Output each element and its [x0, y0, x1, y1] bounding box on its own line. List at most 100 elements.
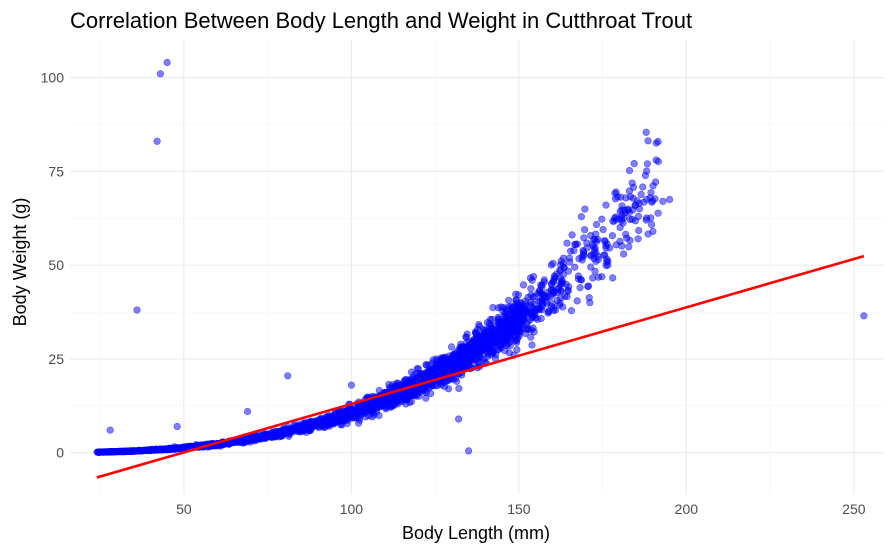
- data-point: [324, 419, 332, 427]
- data-point: [637, 190, 645, 198]
- x-axis-ticks: 50 100 150 200 250: [176, 501, 866, 517]
- data-point: [630, 160, 638, 168]
- data-point: [544, 309, 552, 317]
- data-point: [616, 223, 624, 232]
- data-point: [571, 240, 579, 248]
- data-point: [483, 319, 492, 327]
- data-point: [487, 345, 495, 353]
- data-point: [626, 236, 634, 244]
- data-point: [608, 232, 617, 240]
- data-point: [521, 329, 530, 338]
- data-point: [179, 444, 187, 452]
- y-axis-ticks: 0 25 50 75 100: [41, 70, 65, 461]
- data-point: [587, 231, 595, 240]
- data-point: [540, 276, 548, 284]
- data-point: [583, 239, 591, 247]
- x-axis-label: Body Length (mm): [402, 523, 550, 543]
- data-point: [259, 431, 268, 439]
- data-point: [462, 333, 470, 341]
- data-point: [557, 294, 565, 302]
- data-point: [372, 403, 380, 412]
- data-point: [300, 425, 308, 433]
- data-point: [350, 407, 358, 416]
- data-point: [494, 328, 502, 336]
- data-point: [555, 301, 564, 309]
- chart-title: Correlation Between Body Length and Weig…: [70, 8, 692, 33]
- x-tick-label: 50: [176, 501, 192, 517]
- data-point: [306, 421, 314, 429]
- data-point: [145, 446, 153, 454]
- data-point: [445, 385, 453, 393]
- data-point: [599, 226, 607, 234]
- data-point: [506, 328, 515, 336]
- data-point: [425, 361, 433, 369]
- data-point: [567, 307, 576, 315]
- data-point: [365, 412, 373, 420]
- data-point: [577, 213, 586, 221]
- data-point: [531, 310, 539, 319]
- data-point: [455, 384, 463, 393]
- data-point: [579, 247, 587, 255]
- data-point: [573, 297, 581, 305]
- x-tick-label: 250: [842, 501, 866, 517]
- data-point: [547, 261, 555, 269]
- y-tick-label: 75: [48, 163, 64, 179]
- data-point: [156, 70, 164, 78]
- data-point: [163, 58, 171, 67]
- data-point: [447, 343, 456, 351]
- data-point: [494, 304, 503, 312]
- data-point: [616, 237, 624, 245]
- data-point: [603, 258, 611, 266]
- data-point: [483, 326, 491, 334]
- data-point: [602, 201, 610, 209]
- data-point: [602, 244, 610, 252]
- data-point: [580, 226, 589, 234]
- data-point: [468, 347, 476, 355]
- data-point: [439, 354, 447, 362]
- data-point: [496, 322, 504, 330]
- data-point: [654, 137, 662, 146]
- data-point: [335, 411, 343, 419]
- data-point: [104, 448, 112, 456]
- data-point: [652, 156, 660, 164]
- y-axis-label: Body Weight (g): [10, 198, 30, 327]
- data-point: [98, 448, 106, 456]
- data-point: [527, 285, 535, 293]
- data-point: [625, 243, 633, 251]
- data-point: [481, 346, 489, 354]
- data-point: [535, 287, 543, 296]
- data-point: [571, 263, 579, 271]
- data-point: [455, 415, 463, 423]
- data-point: [622, 194, 630, 202]
- data-point: [647, 220, 656, 229]
- y-tick-label: 50: [48, 257, 64, 273]
- data-point: [162, 445, 170, 453]
- y-tick-label: 25: [48, 351, 64, 367]
- y-tick-label: 100: [41, 70, 65, 86]
- data-point: [413, 369, 421, 378]
- data-point: [506, 314, 514, 322]
- data-point: [337, 421, 345, 429]
- data-point: [587, 252, 595, 260]
- data-point: [566, 258, 574, 266]
- data-point: [106, 426, 114, 434]
- data-point: [639, 183, 647, 191]
- data-point: [651, 178, 660, 186]
- data-point: [528, 341, 536, 349]
- data-point: [454, 357, 462, 366]
- data-point: [580, 234, 588, 242]
- data-point: [611, 189, 619, 197]
- data-point: [625, 187, 634, 195]
- data-point: [521, 307, 530, 315]
- data-point: [625, 167, 634, 175]
- data-point: [556, 280, 565, 289]
- data-point: [649, 227, 657, 235]
- x-tick-label: 100: [340, 501, 364, 517]
- data-point: [654, 209, 662, 217]
- grid: [70, 40, 884, 494]
- data-point: [642, 128, 650, 136]
- data-point: [375, 386, 383, 395]
- x-tick-label: 200: [675, 501, 699, 517]
- data-point: [407, 392, 415, 400]
